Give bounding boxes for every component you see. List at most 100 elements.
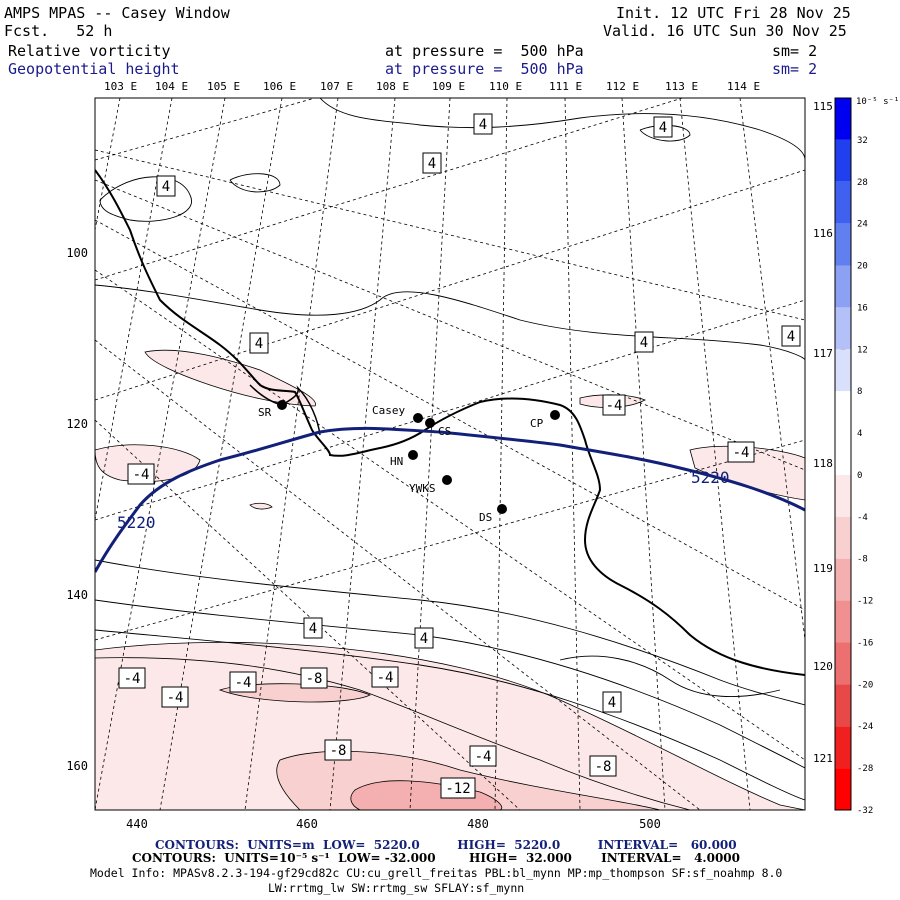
x-tick-label: 460 [296,817,318,831]
colorbar-swatch [835,600,851,643]
plot-frame [94,97,806,811]
colorbar-swatch [835,433,851,475]
vorticity-contour-info: CONTOURS: UNITS=10⁻⁵ s⁻¹ LOW= -32.000 HI… [132,851,740,865]
colorbar-swatch [835,223,851,266]
svg-text:-4: -4 [733,445,750,461]
lon-label: 110 E [489,80,522,93]
y-tick-label: 140 [66,588,88,602]
colorbar-level-label: 20 [857,262,868,272]
svg-text:-4: -4 [167,690,184,706]
x-tick-label: 480 [467,817,489,831]
svg-text:4: 4 [787,329,795,345]
station-marker [497,504,507,514]
longitude-lines [95,98,805,810]
colorbar-swatch [835,642,851,685]
x-tick-label: 440 [126,817,148,831]
y-tick-label: 120 [66,417,88,431]
height-contour-info: CONTOURS: UNITS=m LOW= 5220.0 HIGH= 5220… [155,838,737,852]
contour-value-box: -4 [161,686,189,708]
colorbar-swatch [835,558,851,601]
field1-smoothing: sm= 2 [772,42,818,60]
station-marker [425,418,435,428]
station-marker [442,475,452,485]
station-markers [277,400,560,514]
y-tick-label: 160 [66,759,88,773]
x-tick-label: 500 [639,817,661,831]
height-label: 5220 [117,513,156,532]
lon-label: 109 E [432,80,465,93]
svg-text:-4: -4 [133,467,150,483]
colorbar-swatch [835,768,851,810]
station-marker [408,450,418,460]
coastline [95,169,805,676]
station-label: YWKS [409,482,436,495]
station-label: CS [438,425,451,438]
lon-label: 114 E [727,80,760,93]
height-label: 5220 [691,468,730,487]
contour-value-box: -8 [300,667,328,689]
svg-text:-8: -8 [306,671,323,687]
svg-text:-4: -4 [377,670,394,686]
colorbar-swatch [835,98,851,140]
svg-text:4: 4 [479,117,487,133]
colorbar-swatch [835,684,851,727]
contour-value-box: 4 [414,627,434,649]
lon-label: 103 E [104,80,137,93]
contour-value-box: 4 [781,325,801,347]
contour-value-box: -4 [602,394,626,416]
colorbar-level-label: 4 [857,429,862,439]
init-time: Init. 12 UTC Fri 28 Nov 25 [616,4,851,22]
colorbar-level-label: -24 [857,722,873,732]
colorbar-swatch [835,265,851,308]
colorbar-swatch [835,391,851,434]
contour-value-box: 4 [602,691,622,713]
contour-value-box: 4 [422,152,442,174]
contour-value-box: -4 [469,745,497,767]
svg-text:4: 4 [428,156,436,172]
forecast-hour: Fcst. 52 h [4,22,113,40]
colorbar-level-label: -16 [857,638,873,648]
station-label: SR [258,406,272,419]
lon-label: 112 E [606,80,639,93]
field1-name: Relative vorticity [8,42,171,60]
colorbar-level-label: 32 [857,136,868,146]
model-info: Model Info: MPASv8.2.3-194-gf29cd82c CU:… [90,866,783,880]
colorbar-level-label: 0 [857,471,862,481]
colorbar-level-label: -28 [857,764,873,774]
lon-label: 104 E [155,80,188,93]
contour-value-box: 4 [303,617,323,639]
field2-smoothing: sm= 2 [772,60,818,78]
lon-label: 108 E [376,80,409,93]
station-label: CP [530,417,544,430]
colorbar-level-label: 16 [857,303,868,313]
contour-value-box: -4 [371,666,399,688]
svg-text:-8: -8 [330,743,347,759]
colorbar-level-label: 8 [857,387,862,397]
colorbar-swatch [835,516,851,559]
vorticity-contours [95,98,805,801]
contour-value-box: -4 [229,671,257,693]
station-label: DS [479,511,492,524]
station-marker [277,400,287,410]
field2-name: Geopotential height [8,60,180,78]
model-title: AMPS MPAS -- Casey Window [4,4,230,22]
valid-time: Valid. 16 UTC Sun 30 Nov 25 [603,22,847,40]
coastline-inlet [249,384,321,436]
lon-label: 105 E [207,80,240,93]
station-label: Casey [372,404,405,417]
svg-text:4: 4 [255,336,263,352]
model-info-line2: LW:rrtmg_lw SW:rrtmg_sw SFLAY:sf_mynn [268,881,525,895]
contour-value-box: 4 [634,331,654,353]
svg-text:-4: -4 [606,398,623,414]
contour-value-box: 4 [249,332,269,354]
colorbar-swatch [835,139,851,182]
colorbar-level-label: 12 [857,345,868,355]
contour-value-box: 4 [473,113,493,135]
svg-text:4: 4 [162,179,170,195]
contour-value-box: -4 [118,667,146,689]
colorbar-level-label: -12 [857,597,873,607]
contour-value-box: -4 [727,441,755,463]
contour-value-box: -12 [440,777,476,799]
y-tick-label: 100 [66,246,88,260]
svg-text:-12: -12 [445,781,470,797]
